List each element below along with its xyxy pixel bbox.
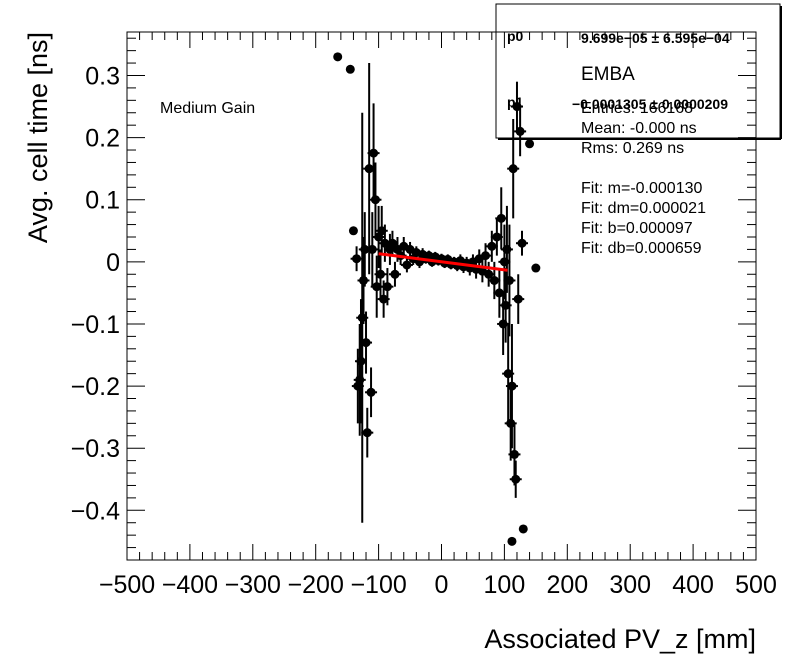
data-point <box>333 52 343 62</box>
data-point <box>499 257 509 267</box>
gain-annotation: Medium Gain <box>160 100 255 117</box>
y-tick-label: 0.3 <box>85 62 120 90</box>
legend-line-0: Entries: 166168 <box>581 100 693 117</box>
data-point <box>507 381 517 391</box>
data-point <box>531 263 541 273</box>
y-tick-label: 0.2 <box>85 125 120 153</box>
data-point <box>360 244 370 254</box>
data-point <box>501 300 511 310</box>
data-point <box>382 282 392 292</box>
data-point <box>502 244 512 254</box>
data-point <box>375 269 385 279</box>
legend-line-5: Fit: dm=0.000021 <box>581 200 706 217</box>
data-point <box>369 148 379 158</box>
data-point <box>517 238 527 248</box>
data-point <box>525 139 535 149</box>
data-point <box>390 269 400 279</box>
data-point <box>355 375 365 385</box>
data-point <box>518 524 528 534</box>
legend-line-1: Mean: -0.000 ns <box>581 120 697 137</box>
data-point <box>503 369 513 379</box>
stats-legend: EMBA Entries: 166168 Mean: -0.000 ns Rms… <box>581 64 706 257</box>
data-point <box>507 536 517 546</box>
y-axis-title: Avg. cell time [ns] <box>23 32 53 243</box>
data-point <box>498 319 508 329</box>
data-point <box>361 338 371 348</box>
data-point <box>508 164 518 174</box>
fit-p1-label: p1 <box>507 94 524 110</box>
legend-line-2: Rms: 0.269 ns <box>581 140 684 157</box>
data-point <box>380 238 390 248</box>
data-point <box>372 282 382 292</box>
data-point <box>492 232 502 242</box>
fit-p1-value: −0.0001305 ± 0.0000209 <box>572 96 728 112</box>
data-point <box>509 449 519 459</box>
x-tick-label: −500 <box>99 571 155 599</box>
data-point <box>348 226 358 236</box>
data-point <box>387 238 397 248</box>
data-point <box>511 474 521 484</box>
data-point <box>512 102 522 112</box>
data-point <box>489 275 499 285</box>
data-point <box>496 213 506 223</box>
fit-box-frame <box>495 3 781 139</box>
x-tick-label: −200 <box>288 571 344 599</box>
detector-label: EMBA <box>581 64 635 85</box>
y-tick-label: 0 <box>106 249 120 277</box>
y-tick-label: 0.1 <box>85 187 120 215</box>
x-tick-label: 300 <box>609 571 651 599</box>
x-tick-label: 100 <box>484 571 526 599</box>
x-tick-label: −100 <box>350 571 406 599</box>
y-tick-label: −0.1 <box>71 311 120 339</box>
data-point <box>366 387 376 397</box>
data-point <box>487 241 497 251</box>
data-point <box>352 254 362 264</box>
y-tick-label: −0.3 <box>71 435 120 463</box>
data-point <box>345 64 355 74</box>
data-point <box>504 275 514 285</box>
fit-line <box>378 252 508 272</box>
data-point <box>377 226 387 236</box>
x-tick-label: 400 <box>672 571 714 599</box>
data-point <box>356 356 366 366</box>
data-point <box>506 418 516 428</box>
data-point <box>402 260 412 270</box>
y-tick-label: −0.2 <box>71 373 120 401</box>
x-tick-label: 200 <box>546 571 588 599</box>
legend-line-6: Fit: b=0.000097 <box>581 220 693 237</box>
data-point <box>364 164 374 174</box>
x-tick-label: 500 <box>735 571 777 599</box>
legend-line-7: Fit: db=0.000659 <box>581 240 702 257</box>
data-point <box>379 294 389 304</box>
data-point <box>481 251 491 261</box>
y-tick-label: −0.4 <box>71 497 120 525</box>
data-point <box>357 313 367 323</box>
fit-box: p0 9.699e−05 ± 6.595e−04 p1 −0.0001305 ±… <box>495 3 782 140</box>
data-point <box>494 288 504 298</box>
data-point <box>515 126 525 136</box>
x-tick-label: 0 <box>435 571 449 599</box>
x-axis-title: Associated PV_z [mm] <box>484 624 756 654</box>
data-point <box>513 294 523 304</box>
fit-p0-value: 9.699e−05 ± 6.595e−04 <box>581 30 730 46</box>
x-tick-label: −400 <box>162 571 218 599</box>
data-point <box>362 428 372 438</box>
legend-line-4: Fit: m=-0.000130 <box>581 180 703 197</box>
x-tick-label: −300 <box>225 571 281 599</box>
data-point <box>484 269 494 279</box>
data-point <box>367 244 377 254</box>
data-point <box>359 275 369 285</box>
fit-p0-label: p0 <box>507 28 524 44</box>
data-point <box>370 195 380 205</box>
